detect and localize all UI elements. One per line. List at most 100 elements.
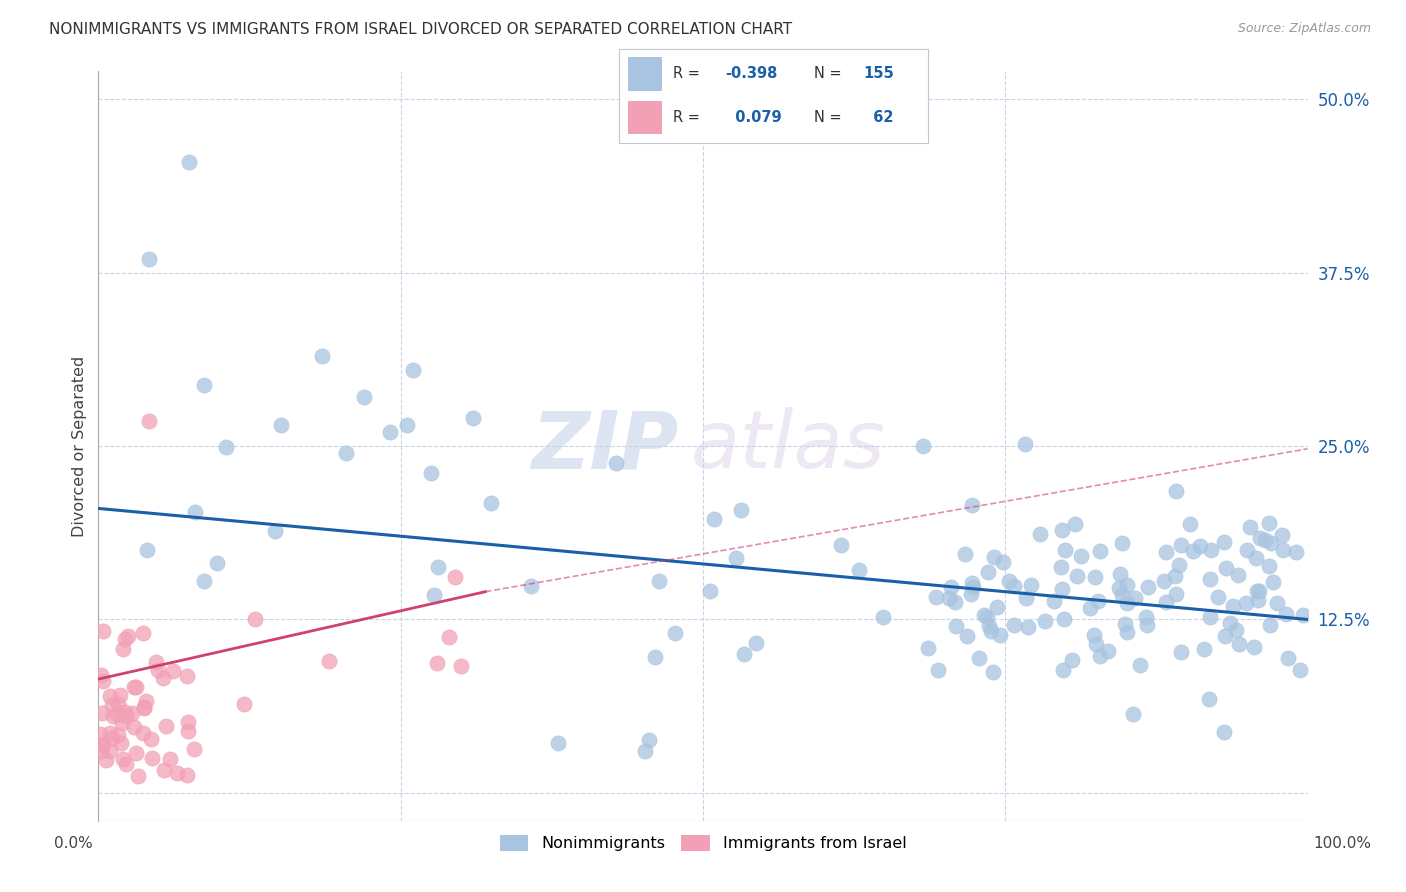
- Point: [1052, 663, 1074, 677]
- Point: [1078, 601, 1101, 615]
- Point: [184, 505, 207, 519]
- Y-axis label: Divorced or Separated: Divorced or Separated: [72, 355, 87, 537]
- Point: [101, 731, 124, 745]
- Text: 0.079: 0.079: [725, 111, 782, 126]
- Point: [1115, 596, 1137, 610]
- Point: [1198, 692, 1220, 706]
- Point: [1261, 574, 1284, 589]
- Text: 0.0%: 0.0%: [53, 836, 93, 851]
- Point: [1275, 607, 1298, 622]
- Point: [112, 642, 135, 657]
- Point: [1215, 561, 1237, 575]
- Point: [925, 591, 948, 605]
- Point: [378, 425, 401, 439]
- Point: [733, 647, 755, 661]
- Point: [1063, 517, 1085, 532]
- Point: [1154, 545, 1177, 559]
- Point: [183, 742, 205, 756]
- Point: [159, 752, 181, 766]
- Point: [145, 655, 167, 669]
- Point: [105, 706, 128, 721]
- Point: [945, 619, 967, 633]
- Point: [176, 668, 198, 682]
- Point: [153, 763, 176, 777]
- Text: Source: ZipAtlas.com: Source: ZipAtlas.com: [1237, 22, 1371, 36]
- Point: [956, 629, 979, 643]
- Point: [1285, 544, 1308, 558]
- Point: [125, 746, 148, 760]
- Point: [990, 627, 1012, 641]
- Point: [1019, 577, 1042, 591]
- Point: [152, 671, 174, 685]
- Point: [1239, 520, 1261, 534]
- Point: [1084, 570, 1107, 584]
- Point: [1257, 559, 1279, 574]
- Point: [103, 709, 125, 723]
- Text: NONIMMIGRANTS VS IMMIGRANTS FROM ISRAEL DIVORCED OR SEPARATED CORRELATION CHART: NONIMMIGRANTS VS IMMIGRANTS FROM ISRAEL …: [49, 22, 793, 37]
- Point: [1227, 637, 1250, 651]
- Point: [177, 724, 200, 739]
- Point: [1225, 623, 1247, 637]
- Point: [1017, 620, 1039, 634]
- Point: [90, 668, 112, 682]
- Point: [91, 624, 114, 639]
- Point: [644, 650, 666, 665]
- Point: [983, 665, 1005, 680]
- Point: [1111, 588, 1133, 602]
- Text: 155: 155: [863, 66, 894, 81]
- Point: [1178, 516, 1201, 531]
- Point: [1129, 658, 1152, 673]
- Point: [960, 576, 983, 591]
- FancyBboxPatch shape: [628, 57, 662, 91]
- Point: [1182, 544, 1205, 558]
- Point: [1070, 549, 1092, 563]
- Point: [911, 438, 934, 452]
- Point: [1170, 538, 1192, 552]
- Point: [1243, 640, 1265, 654]
- Point: [725, 551, 748, 566]
- Point: [1219, 615, 1241, 630]
- Point: [107, 697, 129, 711]
- Point: [117, 629, 139, 643]
- Point: [232, 697, 254, 711]
- Point: [848, 563, 870, 577]
- Point: [664, 626, 686, 640]
- Point: [138, 414, 160, 428]
- Point: [986, 599, 1008, 614]
- Point: [1188, 539, 1211, 553]
- Text: N =: N =: [814, 66, 846, 81]
- Point: [520, 579, 543, 593]
- Point: [1270, 528, 1292, 542]
- Point: [730, 502, 752, 516]
- Point: [111, 715, 134, 730]
- FancyBboxPatch shape: [628, 101, 662, 135]
- Point: [311, 349, 333, 363]
- Point: [1291, 607, 1313, 622]
- Point: [633, 744, 655, 758]
- Point: [967, 651, 990, 665]
- Point: [135, 543, 157, 558]
- Point: [1249, 531, 1271, 545]
- Point: [977, 565, 1000, 579]
- Point: [998, 574, 1021, 588]
- Point: [1085, 637, 1108, 651]
- Point: [98, 744, 121, 758]
- Point: [1043, 594, 1066, 608]
- Point: [110, 688, 132, 702]
- Point: [193, 574, 215, 589]
- Point: [1088, 648, 1111, 663]
- Point: [959, 587, 981, 601]
- Point: [637, 733, 659, 747]
- Point: [1097, 644, 1119, 658]
- Point: [1277, 650, 1299, 665]
- Point: [107, 728, 129, 742]
- Point: [1004, 618, 1026, 632]
- Point: [263, 524, 285, 538]
- Point: [353, 391, 375, 405]
- Point: [1135, 610, 1157, 624]
- Point: [1153, 574, 1175, 589]
- Point: [1033, 614, 1056, 628]
- Point: [703, 512, 725, 526]
- Point: [114, 705, 136, 719]
- Text: R =: R =: [672, 66, 704, 81]
